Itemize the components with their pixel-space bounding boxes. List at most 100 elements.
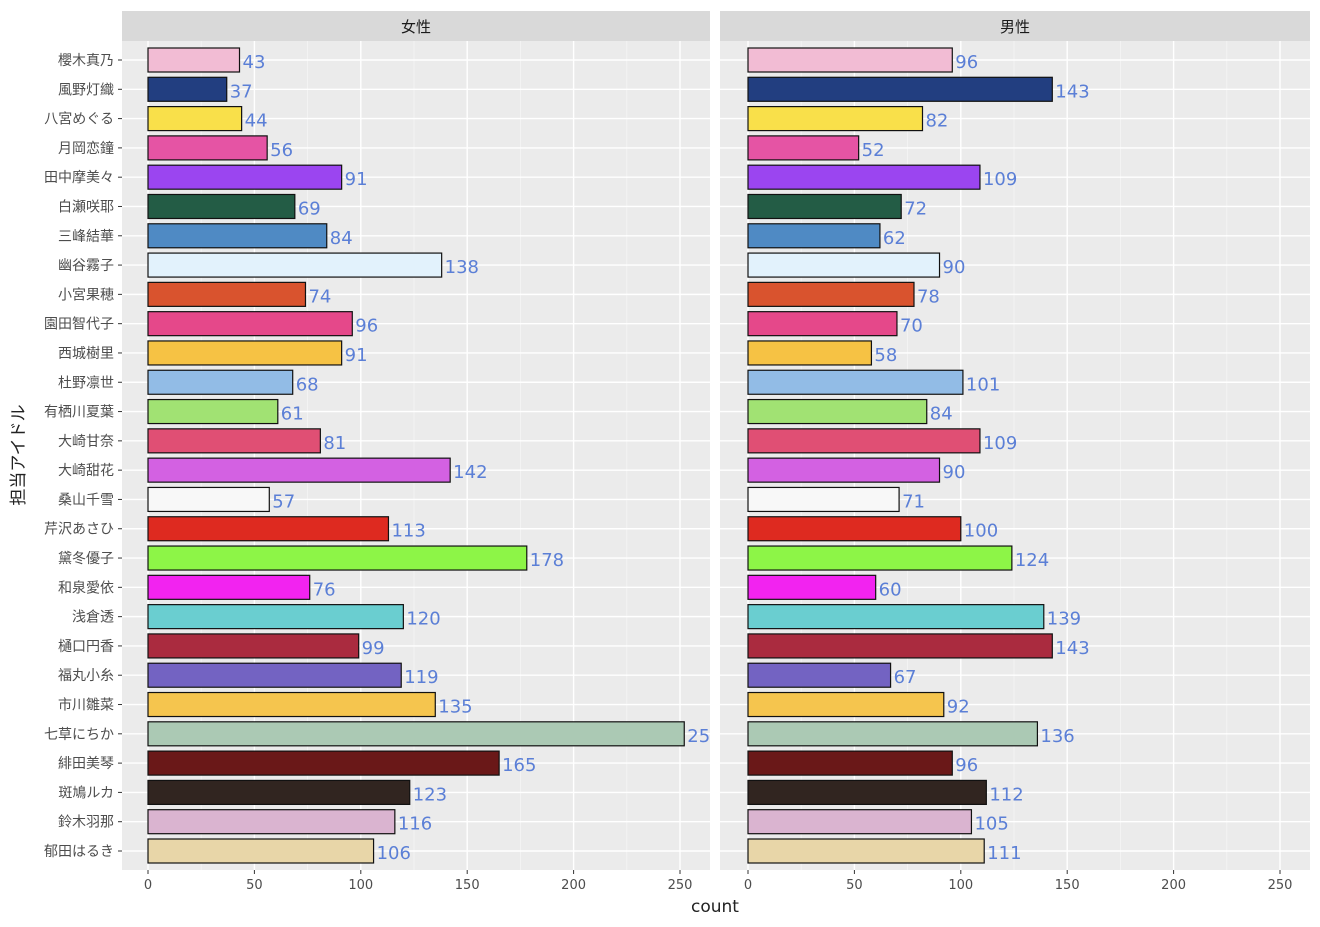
facet-label: 男性 — [1000, 18, 1030, 36]
data-label: 116 — [398, 814, 432, 835]
bar-桑山千雪 — [147, 486, 270, 513]
data-label: 56 — [270, 140, 293, 161]
facet-strip — [122, 11, 710, 41]
data-label: 143 — [1055, 638, 1089, 659]
y-tick-label: 八宮めぐる — [44, 112, 114, 128]
bar-和泉愛依 — [147, 574, 311, 600]
data-label: 112 — [989, 784, 1023, 805]
data-label: 71 — [902, 491, 925, 512]
y-tick-label: 幽谷霧子 — [58, 258, 114, 274]
data-label: 124 — [1015, 550, 1049, 571]
bar-月岡恋鐘 — [147, 135, 268, 161]
bar-三峰結華 — [747, 223, 881, 249]
data-label: 90 — [943, 257, 966, 278]
data-label: 111 — [987, 843, 1021, 864]
bar-浅倉透 — [747, 604, 1045, 630]
data-label: 76 — [313, 579, 336, 600]
data-label: 44 — [245, 111, 268, 132]
y-tick-label: 大崎甘奈 — [58, 434, 114, 450]
bar-七草にちか — [747, 721, 1039, 747]
y-tick-label: 月岡恋鐘 — [58, 140, 114, 157]
bar-福丸小糸 — [747, 662, 892, 688]
bar-小宮果穂 — [747, 281, 915, 307]
data-label: 68 — [296, 374, 319, 395]
data-label: 143 — [1055, 81, 1089, 102]
data-label: 70 — [900, 316, 923, 337]
bar-大崎甜花 — [747, 457, 941, 483]
y-tick-label: 福丸小糸 — [58, 668, 114, 684]
data-label: 91 — [345, 345, 368, 366]
bar-三峰結華 — [147, 223, 328, 249]
bar-田中摩美々 — [147, 164, 343, 190]
bar-福丸小糸 — [147, 662, 402, 688]
bar-樋口円香 — [747, 633, 1053, 659]
bar-黛冬優子 — [147, 545, 528, 571]
data-label: 74 — [308, 286, 331, 307]
data-label: 82 — [925, 111, 948, 132]
bar-杜野凛世 — [747, 369, 964, 395]
y-tick-label: 七草にちか — [44, 727, 114, 743]
y-tick-label: 杜野凛世 — [58, 374, 114, 391]
x-tick-label: 250 — [668, 878, 693, 893]
bar-鈴木羽那 — [147, 809, 396, 835]
y-tick-label: 西城樹里 — [58, 346, 114, 362]
y-tick-label: 黛冬優子 — [58, 551, 114, 567]
data-label: 142 — [453, 462, 487, 483]
y-tick-label: 白瀬咲耶 — [58, 199, 114, 215]
y-tick-label: 風野灯織 — [58, 82, 114, 98]
bar-緋田美琴 — [147, 750, 500, 776]
data-label: 123 — [413, 784, 447, 805]
bar-有栖川夏葉 — [147, 398, 279, 425]
bar-小宮果穂 — [147, 281, 307, 307]
data-label: 84 — [330, 228, 353, 249]
bar-園田智代子 — [747, 311, 898, 337]
data-label: 67 — [894, 667, 917, 688]
x-tick-label: 150 — [455, 878, 480, 893]
bar-斑鳩ルカ — [147, 779, 411, 806]
bars: 9614382521097262907870581018410990711001… — [747, 47, 1090, 864]
bar-市川雛菜 — [147, 691, 436, 718]
data-label: 101 — [966, 374, 1000, 395]
x-axis-title: count — [691, 897, 739, 917]
bar-樋口円香 — [147, 633, 360, 659]
y-tick-label: 園田智代子 — [44, 317, 114, 333]
bar-大崎甘奈 — [747, 428, 981, 454]
y-tick-label: 桑山千雪 — [58, 492, 114, 508]
bar-風野灯織 — [147, 76, 228, 102]
bar-有栖川夏葉 — [747, 398, 928, 425]
data-label: 96 — [955, 52, 978, 73]
bar-幽谷霧子 — [747, 252, 941, 278]
data-label: 90 — [943, 462, 966, 483]
facet-label: 女性 — [401, 18, 431, 36]
data-label: 105 — [974, 814, 1008, 835]
y-tick-label: 斑鳩ルカ — [58, 785, 114, 801]
data-label: 62 — [883, 228, 906, 249]
data-label: 252 — [687, 726, 721, 747]
x-tick-label: 50 — [846, 878, 863, 893]
data-label: 58 — [874, 345, 897, 366]
data-label: 136 — [1040, 726, 1074, 747]
data-label: 91 — [345, 169, 368, 190]
bar-浅倉透 — [147, 604, 404, 630]
bar-幽谷霧子 — [147, 252, 443, 278]
facet-panel-1: 男性0 50 100 150 200 25096143825210972629078705… — [720, 11, 1310, 893]
bar-郁田はるき — [147, 838, 375, 864]
bar-櫻木真乃 — [747, 47, 953, 73]
bar-田中摩美々 — [747, 164, 981, 190]
x-tick-label: 0 — [744, 878, 752, 893]
bar-白瀬咲耶 — [747, 193, 902, 220]
x-tick-label: 200 — [561, 878, 586, 893]
data-label: 99 — [362, 638, 385, 659]
y-tick-label: 大崎甜花 — [58, 463, 114, 479]
bar-緋田美琴 — [747, 750, 953, 776]
x-tick-label: 100 — [348, 878, 373, 893]
data-label: 96 — [955, 755, 978, 776]
bar-風野灯織 — [747, 76, 1053, 102]
data-label: 92 — [947, 697, 970, 718]
bar-黛冬優子 — [747, 545, 1013, 571]
bar-西城樹里 — [147, 340, 343, 366]
data-label: 109 — [983, 169, 1017, 190]
y-axis-title: 担当アイドル — [9, 404, 29, 505]
data-label: 113 — [391, 521, 425, 542]
